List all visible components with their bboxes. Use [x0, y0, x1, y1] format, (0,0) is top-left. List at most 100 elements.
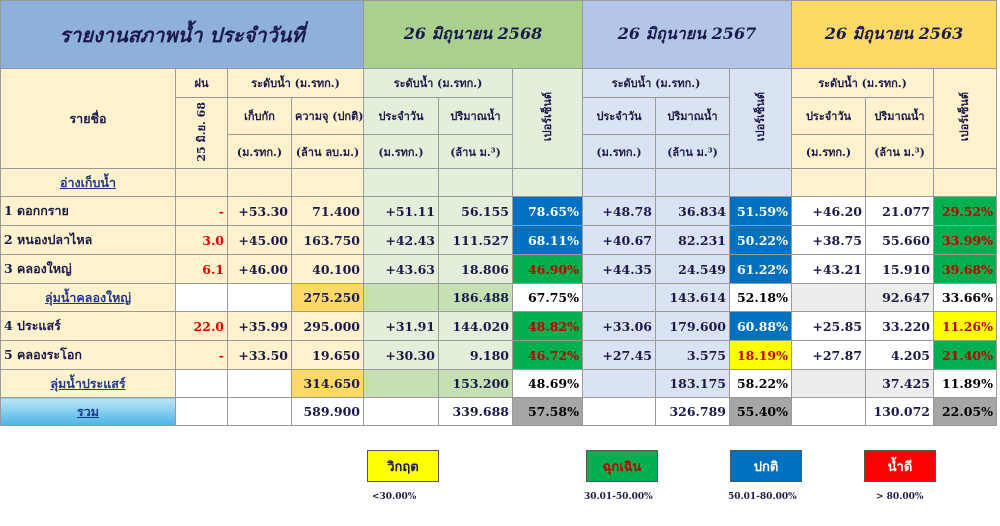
- row-y2-percent: 55.40%: [729, 397, 792, 426]
- row-y2-volume: 183.175: [655, 369, 730, 398]
- legend-emergency-range: 30.01-50.00%: [584, 492, 653, 502]
- row-y1-percent: 68.11%: [512, 225, 583, 255]
- row-storage: +45.00: [227, 225, 292, 255]
- row-y3-percent: 11.26%: [933, 311, 997, 341]
- y3-level-group-header: ระดับน้ำ (ม.รทก.): [791, 68, 934, 98]
- row-y1-volume: 144.020: [438, 311, 513, 341]
- row-y3-volume: 37.425: [865, 369, 934, 398]
- y3-volume-header: ปริมาณน้ำ: [865, 97, 934, 135]
- row-capacity: 314.650: [291, 369, 364, 398]
- row-y3-percent: 11.89%: [933, 369, 997, 398]
- row-y2-volume: 179.600: [655, 311, 730, 341]
- row-y3-percent: 22.05%: [933, 397, 997, 426]
- y1-daily-unit: (ม.รทก.): [363, 134, 439, 169]
- row-y1-level: +51.11: [363, 196, 439, 226]
- legend-normal-range: 50.01-80.00%: [728, 492, 797, 502]
- row-y2-volume: 82.231: [655, 225, 730, 255]
- y2-daily-unit: (ม.รทก.): [582, 134, 656, 169]
- row-capacity: 19.650: [291, 340, 364, 370]
- row-capacity: 589.900: [291, 397, 364, 426]
- row-name: 4 ประแสร์: [0, 311, 176, 341]
- row-y2-level: +33.06: [582, 311, 656, 341]
- row-y3-percent: 33.99%: [933, 225, 997, 255]
- row-y1-level: +31.91: [363, 311, 439, 341]
- row-name: ลุ่มน้ำคลองใหญ่: [44, 289, 132, 305]
- row-y3-level: +46.20: [791, 196, 866, 226]
- row-storage: +53.30: [227, 196, 292, 226]
- row-y2-volume: 3.575: [655, 340, 730, 370]
- row-y3-level: +43.21: [791, 254, 866, 284]
- row-y1-percent: 46.90%: [512, 254, 583, 284]
- row-y1-percent: 57.58%: [512, 397, 583, 426]
- row-y3-percent: 29.52%: [933, 196, 997, 226]
- row-y2-level: +44.35: [582, 254, 656, 284]
- capacity-unit: (ล้าน ลบ.ม.): [291, 134, 364, 169]
- row-capacity: 163.750: [291, 225, 364, 255]
- row-y2-percent: 18.19%: [729, 340, 792, 370]
- subtotal-row: ลุ่มน้ำคลองใหญ่ 275.250 186.488 67.75% 1…: [0, 283, 997, 312]
- row-storage: +46.00: [227, 254, 292, 284]
- row-y3-volume: 55.660: [865, 225, 934, 255]
- subtotal-row: ลุ่มน้ำประแสร์ 314.650 153.200 48.69% 18…: [0, 369, 997, 398]
- row-y3-level: +38.75: [791, 225, 866, 255]
- y2-volume-header: ปริมาณน้ำ: [655, 97, 730, 135]
- y2-percent-header: เปอร์เซ็นต์: [729, 68, 792, 169]
- rain-header: ฝน: [175, 68, 228, 98]
- capacity-header: ความจุ (ปกติ): [291, 97, 364, 135]
- row-name: 3 คลองใหญ่: [0, 254, 176, 284]
- row-y2-level: +40.67: [582, 225, 656, 255]
- legend-critical: วิกฤต: [367, 450, 439, 482]
- row-name: 5 คลองระโอก: [0, 340, 176, 370]
- row-y1-percent: 78.65%: [512, 196, 583, 226]
- row-name: รวม: [77, 403, 99, 419]
- table-row: 2 หนองปลาไหล 3.0 +45.00 163.750 +42.43 1…: [0, 225, 997, 255]
- total-row: รวม 589.900 339.688 57.58% 326.789 55.40…: [0, 397, 997, 426]
- table-row: 1 ดอกกราย - +53.30 71.400 +51.11 56.155 …: [0, 196, 997, 226]
- row-y1-volume: 339.688: [438, 397, 513, 426]
- row-y3-volume: 92.647: [865, 283, 934, 312]
- row-name: 2 หนองปลาไหล: [0, 225, 176, 255]
- year-header-2563: 26 มิถุนายน 2563: [791, 0, 997, 69]
- y1-volume-header: ปริมาณน้ำ: [438, 97, 513, 135]
- row-y1-volume: 18.806: [438, 254, 513, 284]
- row-y3-percent: 39.68%: [933, 254, 997, 284]
- rain-date-header: 25 มิ.ย. 68: [175, 97, 228, 169]
- row-y2-level: +48.78: [582, 196, 656, 226]
- row-capacity: 295.000: [291, 311, 364, 341]
- row-capacity: 275.250: [291, 283, 364, 312]
- storage-header: เก็บกัก: [227, 97, 292, 135]
- row-y1-percent: 48.82%: [512, 311, 583, 341]
- row-y2-volume: 143.614: [655, 283, 730, 312]
- row-y3-percent: 33.66%: [933, 283, 997, 312]
- y1-level-group-header: ระดับน้ำ (ม.รทก.): [363, 68, 513, 98]
- row-rain: 22.0: [175, 311, 228, 341]
- row-y3-volume: 4.205: [865, 340, 934, 370]
- legend-good: น้ำดี: [864, 450, 936, 482]
- level-group-header: ระดับน้ำ (ม.รทก.): [227, 68, 364, 98]
- row-y1-percent: 67.75%: [512, 283, 583, 312]
- row-y1-level: +30.30: [363, 340, 439, 370]
- water-report-table: รายงานสภาพน้ำ ประจำวันที่ 26 มิถุนายน 25…: [0, 0, 997, 426]
- row-y2-percent: 58.22%: [729, 369, 792, 398]
- row-rain: 6.1: [175, 254, 228, 284]
- row-y2-level: +27.45: [582, 340, 656, 370]
- y3-daily-unit: (ม.รทก.): [791, 134, 866, 169]
- row-y2-percent: 60.88%: [729, 311, 792, 341]
- row-y2-percent: 52.18%: [729, 283, 792, 312]
- y1-volume-unit: (ล้าน ม.³): [438, 134, 513, 169]
- row-y1-level: +42.43: [363, 225, 439, 255]
- row-y3-volume: 21.077: [865, 196, 934, 226]
- row-y3-volume: 33.220: [865, 311, 934, 341]
- row-y3-percent: 21.40%: [933, 340, 997, 370]
- row-y1-level: +43.63: [363, 254, 439, 284]
- row-y1-percent: 46.72%: [512, 340, 583, 370]
- row-y1-volume: 9.180: [438, 340, 513, 370]
- legend-critical-range: <30.00%: [372, 492, 417, 502]
- y2-daily-header: ประจำวัน: [582, 97, 656, 135]
- legend-emergency: ฉุกเฉิน: [586, 450, 658, 482]
- y2-level-group-header: ระดับน้ำ (ม.รทก.): [582, 68, 730, 98]
- name-header: รายชื่อ: [0, 68, 176, 169]
- row-storage: +35.99: [227, 311, 292, 341]
- row-y1-percent: 48.69%: [512, 369, 583, 398]
- row-y2-percent: 50.22%: [729, 225, 792, 255]
